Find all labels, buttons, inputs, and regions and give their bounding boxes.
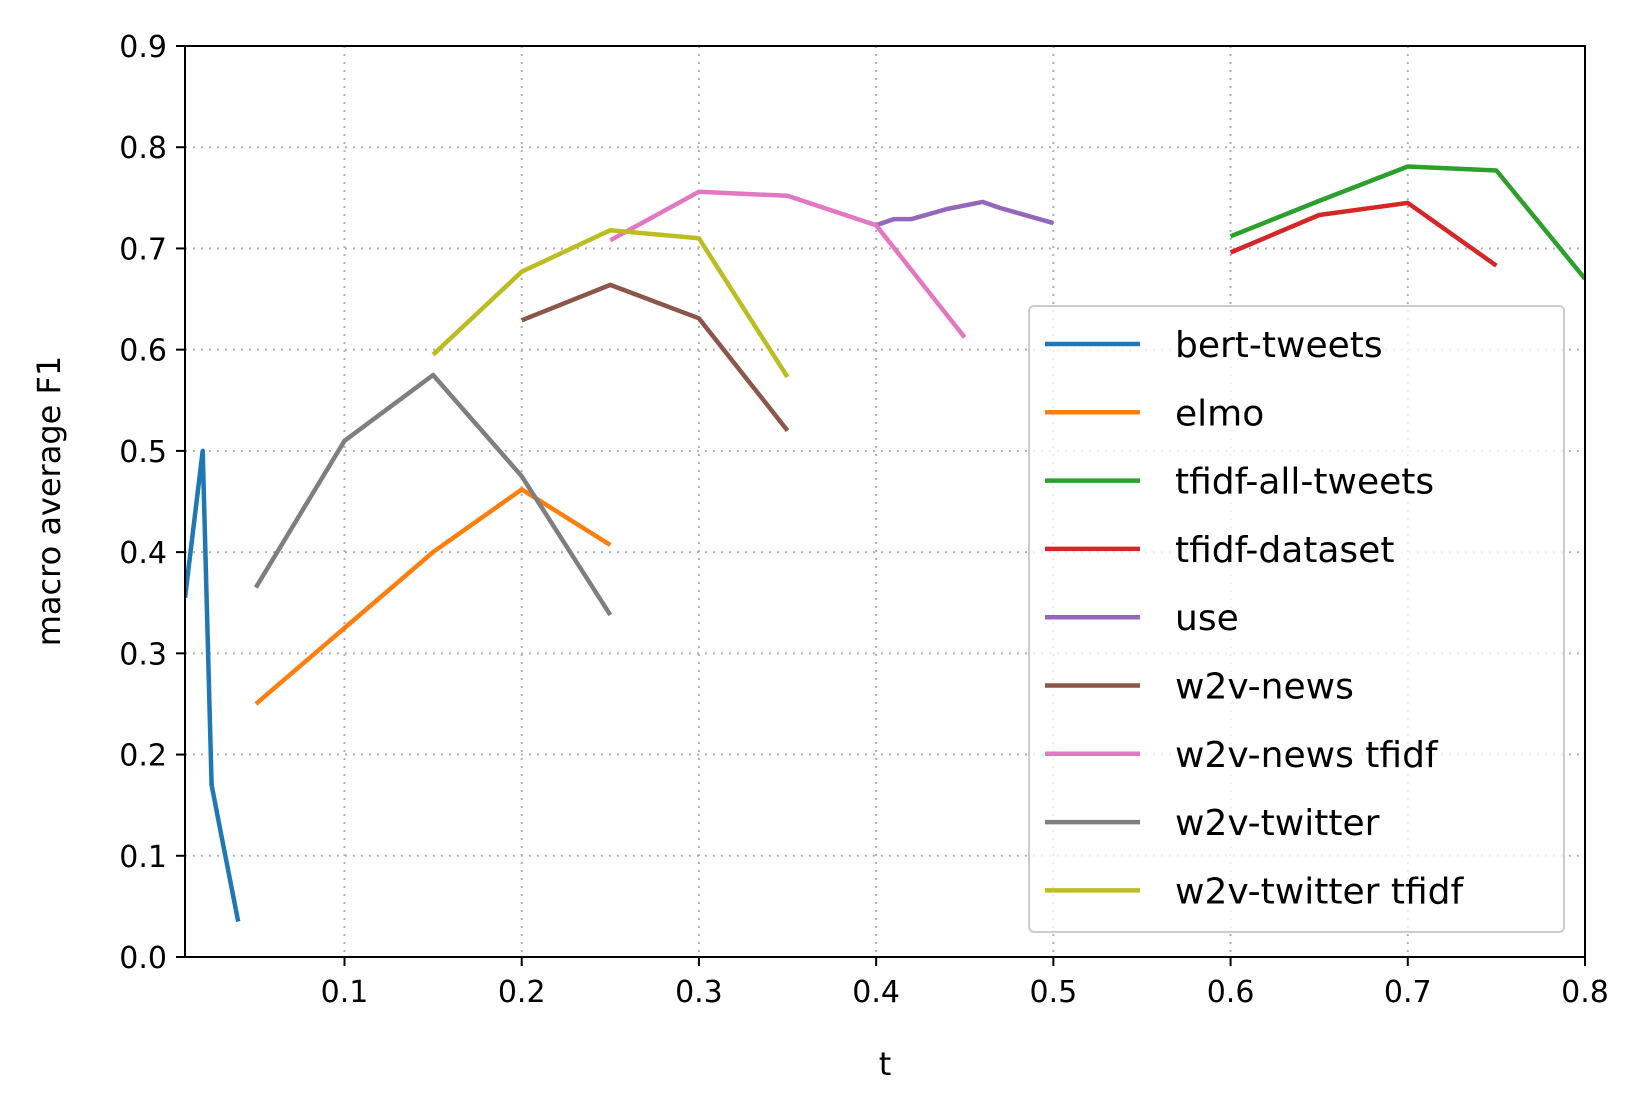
legend-box xyxy=(1028,305,1565,933)
x-tick-label: 0.5 xyxy=(1029,975,1077,1010)
series-line-elmo xyxy=(254,487,612,706)
x-tick-label: 0.1 xyxy=(321,975,369,1010)
legend-label-tfidf-all-tweets: tfidf-all-tweets xyxy=(1175,462,1434,503)
y-axis-ticks: 0.0 0.1 0.2 0.3 0.4 0.5 0.6 0.7 0.8 0.9 xyxy=(119,30,185,976)
legend-label-bert-tweets: bert-tweets xyxy=(1175,325,1383,366)
legend-label-w2v-news: w2v-news xyxy=(1175,667,1354,708)
series-line-w2v-twitter xyxy=(253,372,613,617)
series-line-w2v-news-tfidf xyxy=(609,189,967,339)
x-tick-label: 0.7 xyxy=(1384,975,1432,1010)
x-axis-ticks: 0.1 0.2 0.3 0.4 0.5 0.6 0.7 0.8 xyxy=(321,957,1609,1010)
series-lines xyxy=(185,164,1585,923)
legend-label-w2v-twitter: w2v-twitter xyxy=(1175,803,1380,844)
legend: bert-tweets elmo tfidf-all-tweets tfidf-dat… xyxy=(1028,305,1565,933)
x-tick-label: 0.2 xyxy=(498,975,546,1010)
legend-label-tfidf-dataset: tfidf-dataset xyxy=(1175,530,1394,571)
y-tick-label: 0.3 xyxy=(119,637,167,672)
series-line-bert-tweets xyxy=(185,448,241,923)
y-tick-label: 0.6 xyxy=(119,334,167,369)
x-tick-label: 0.3 xyxy=(675,975,723,1010)
y-tick-label: 0.4 xyxy=(119,536,167,571)
x-tick-label: 0.6 xyxy=(1207,975,1255,1010)
x-tick-label: 0.4 xyxy=(852,975,900,1010)
legend-label-w2v-news-tfidf: w2v-news tfidf xyxy=(1175,735,1439,776)
series-line-tfidf-dataset xyxy=(1229,200,1498,268)
legend-label-elmo: elmo xyxy=(1175,393,1264,434)
y-tick-label: 0.5 xyxy=(119,435,167,470)
legend-items: bert-tweets elmo tfidf-all-tweets tfidf-dat… xyxy=(1045,325,1465,912)
y-tick-label: 0.0 xyxy=(119,941,167,976)
y-tick-label: 0.1 xyxy=(119,840,167,875)
y-tick-label: 0.7 xyxy=(119,232,167,267)
y-axis-label: macro average F1 xyxy=(30,356,68,647)
x-tick-label: 0.8 xyxy=(1561,975,1609,1010)
series-line-w2v-news xyxy=(520,282,790,432)
plot-frame xyxy=(184,45,1586,958)
legend-label-use: use xyxy=(1175,598,1239,639)
x-axis-label: t xyxy=(879,1045,892,1083)
series-line-use xyxy=(875,199,1055,228)
y-tick-label: 0.2 xyxy=(119,739,167,774)
legend-label-w2v-twitter-tfidf: w2v-twitter tfidf xyxy=(1175,871,1465,912)
series-line-w2v-twitter-tfidf xyxy=(431,227,790,379)
series-line-tfidf-all-tweets xyxy=(1229,164,1585,281)
y-tick-label: 0.9 xyxy=(119,30,167,65)
y-tick-label: 0.8 xyxy=(119,131,167,166)
